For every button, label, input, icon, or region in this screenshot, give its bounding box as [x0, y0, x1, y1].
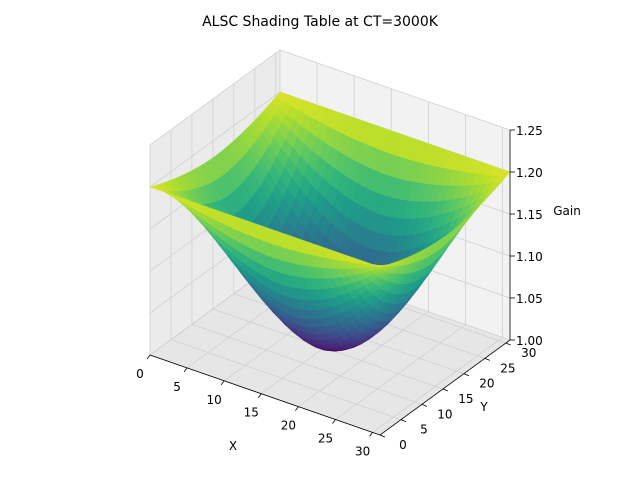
x-tick-label: 20 — [281, 419, 296, 433]
chart-title: ALSC Shading Table at CT=3000K — [202, 14, 439, 30]
z-axis-label: Gain — [553, 204, 581, 218]
x-tick-label: 25 — [318, 432, 333, 446]
surface-cell — [372, 264, 385, 268]
surface-plot — [149, 91, 511, 352]
x-tick — [295, 406, 299, 411]
x-tick — [220, 380, 225, 386]
y-tick — [421, 403, 428, 407]
grid-line-z — [149, 49, 281, 146]
y-tick — [400, 419, 407, 423]
z-tick-label: 1.05 — [516, 292, 543, 306]
y-tick-label: 30 — [521, 346, 536, 360]
x-tick — [369, 432, 373, 437]
z-tick-label: 1.15 — [516, 208, 543, 222]
z-tick-label: 1.10 — [516, 250, 543, 264]
x-tick-label: 10 — [207, 393, 222, 407]
x-tick — [183, 367, 188, 373]
z-tick-label: 1.25 — [516, 124, 543, 138]
y-tick-label: 20 — [479, 377, 494, 391]
grid-line-x — [298, 311, 429, 407]
y-tick — [379, 434, 386, 438]
y-tick-label: 15 — [458, 392, 473, 406]
grid-line-z — [149, 91, 281, 188]
y-tick-label: 25 — [500, 361, 515, 375]
x-axis-line — [149, 354, 381, 436]
x-tick-label: 5 — [173, 380, 181, 394]
y-axis-line — [379, 339, 511, 436]
z-tick-label: 1.00 — [516, 334, 543, 348]
y-tick — [505, 342, 511, 346]
y-tick — [484, 358, 490, 361]
grid-line-y — [191, 323, 423, 405]
y-tick — [442, 388, 449, 392]
grid-line-x — [335, 324, 466, 420]
y-axis-label: Y — [479, 400, 488, 414]
y-tick-label: 10 — [437, 407, 452, 421]
x-tick-label: 15 — [244, 406, 259, 420]
y-tick — [463, 373, 470, 377]
grid-line-y — [170, 339, 402, 421]
z-tick-label: 1.20 — [516, 166, 543, 180]
y-tick-label: 0 — [399, 438, 407, 452]
grid-line-z — [279, 49, 511, 131]
x-tick — [146, 354, 151, 360]
x-tick-label: 30 — [355, 444, 370, 458]
x-tick — [257, 393, 262, 398]
grid-line-x — [372, 337, 503, 433]
y-tick-label: 5 — [420, 423, 428, 437]
x-axis-label: X — [229, 439, 237, 453]
x-tick — [332, 419, 336, 424]
x-tick-label: 0 — [136, 367, 144, 381]
